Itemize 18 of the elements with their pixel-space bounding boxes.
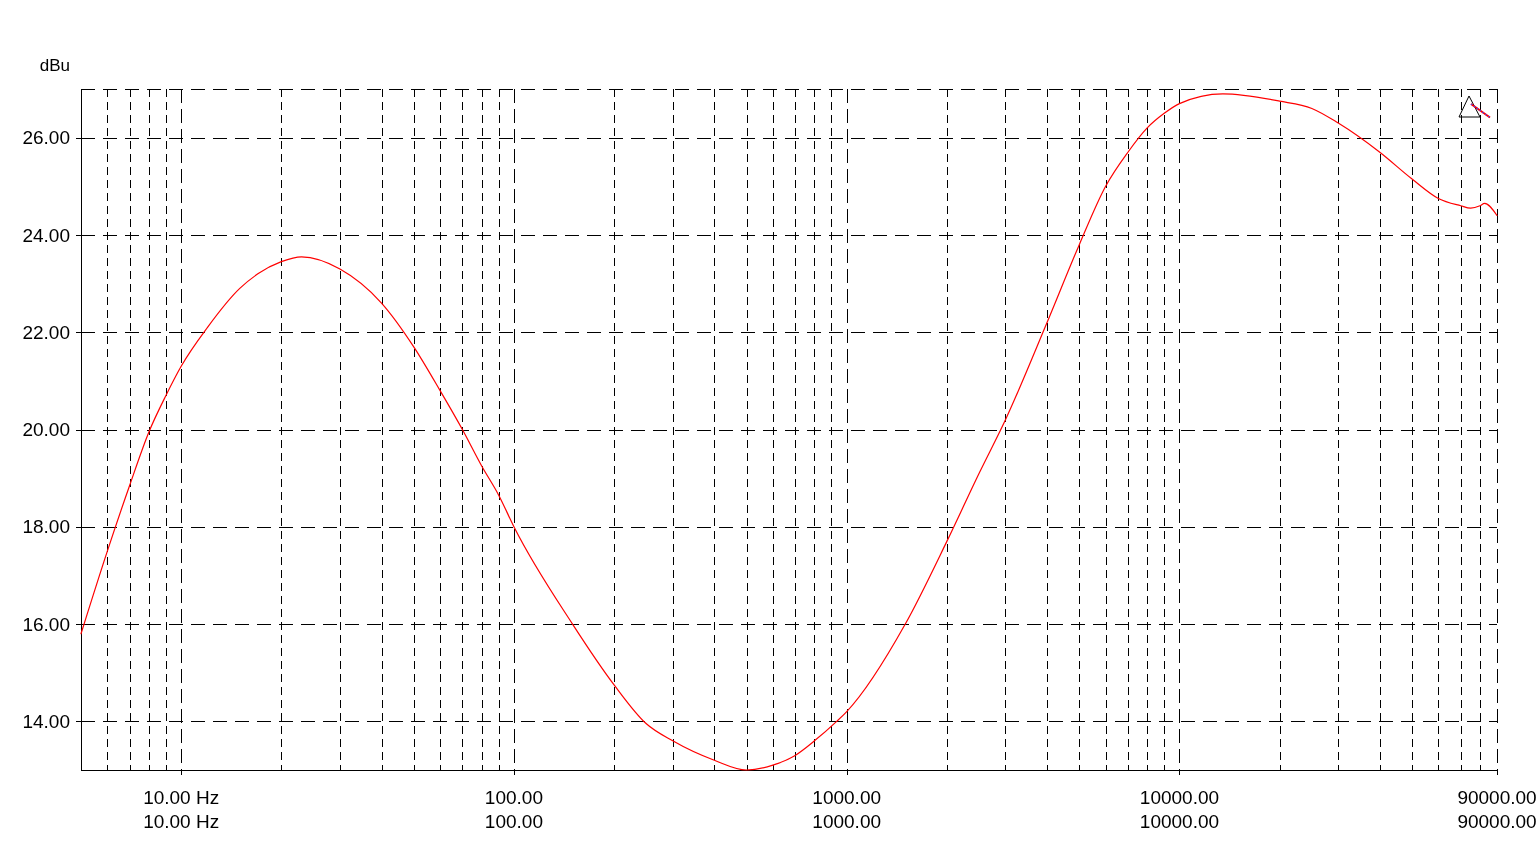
- x-tick-label: 90000.00: [1457, 787, 1537, 808]
- y-axis-title: dBu: [39, 56, 70, 75]
- x-tick-label: 100.00: [484, 787, 543, 808]
- y-tick-label: 26.00: [22, 127, 70, 149]
- text: 10000.00: [1139, 811, 1220, 832]
- text: 1000.00: [812, 811, 882, 832]
- y-tick-label: 24.00: [22, 224, 70, 246]
- text: 100.00: [484, 811, 543, 832]
- y-tick-label: 20.00: [22, 419, 70, 441]
- text: 90000.00: [1457, 811, 1537, 832]
- y-tick-label: 18.00: [22, 516, 70, 538]
- x-tick-label: 1000.00: [812, 787, 882, 808]
- y-tick-label: 22.00: [22, 321, 70, 343]
- x-tick-label: 10000.00: [1139, 787, 1220, 808]
- y-tick-label: 16.00: [22, 613, 70, 635]
- y-tick-label: 14.00: [22, 711, 70, 733]
- x-tick-label: 10.00 Hz: [143, 787, 220, 808]
- text: 10.00 Hz: [143, 811, 220, 832]
